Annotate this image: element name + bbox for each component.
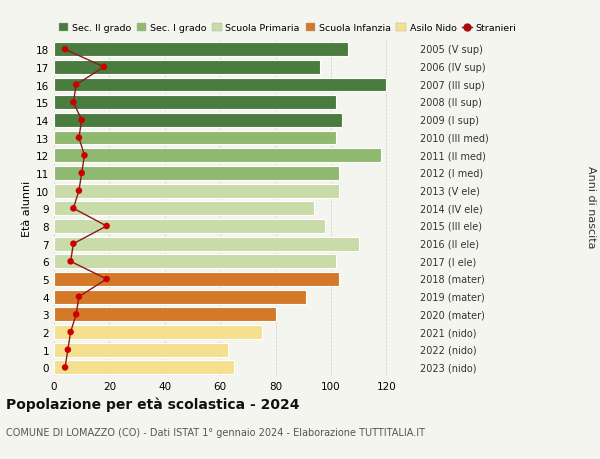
Point [77,170,86,177]
Text: Anni di nascita: Anni di nascita [586,165,596,248]
Text: 2018 (mater): 2018 (mater) [419,274,484,285]
Point [102,223,112,230]
Text: 2013 (V ele): 2013 (V ele) [419,186,479,196]
Text: 2012 (I med): 2012 (I med) [419,168,483,179]
Point [60,364,70,371]
Bar [54,114,342,128]
Point [63,346,73,353]
Point [77,117,86,124]
Text: 2023 (nido): 2023 (nido) [419,363,476,373]
Text: 2010 (III med): 2010 (III med) [419,133,488,143]
Bar [54,361,234,375]
Bar [54,149,381,163]
Bar [54,131,337,145]
Bar [54,325,262,339]
Text: 2006 (IV sup): 2006 (IV sup) [419,63,485,73]
Text: 2005 (V sup): 2005 (V sup) [419,45,482,55]
Point [60,46,70,54]
Point [74,293,84,301]
Bar [54,290,306,304]
Point [66,258,76,265]
Legend: Sec. II grado, Sec. I grado, Scuola Primaria, Scuola Infanzia, Asilo Nido, Stran: Sec. II grado, Sec. I grado, Scuola Prim… [59,24,516,33]
Bar [54,273,339,286]
Text: 2021 (nido): 2021 (nido) [419,327,476,337]
Bar [54,185,339,198]
Point [99,64,109,72]
Bar [54,255,337,269]
Point [71,82,81,89]
Text: 2014 (IV ele): 2014 (IV ele) [419,204,482,214]
Text: 2011 (II med): 2011 (II med) [419,151,485,161]
Text: 2017 (I ele): 2017 (I ele) [419,257,476,267]
Bar [54,96,337,110]
Bar [54,43,347,57]
Point [102,276,112,283]
Point [74,188,84,195]
Bar [54,167,339,180]
Bar [54,219,325,233]
Text: 2008 (II sup): 2008 (II sup) [419,98,482,108]
Point [74,134,84,142]
Bar [54,61,320,75]
Bar [54,343,229,357]
Text: 2019 (mater): 2019 (mater) [419,292,484,302]
Text: 2022 (nido): 2022 (nido) [419,345,476,355]
Bar [54,78,386,92]
Text: Popolazione per età scolastica - 2024: Popolazione per età scolastica - 2024 [6,397,299,412]
Text: 2009 (I sup): 2009 (I sup) [419,116,479,126]
Bar [54,202,314,216]
Text: 2007 (III sup): 2007 (III sup) [419,80,485,90]
Text: 2015 (III ele): 2015 (III ele) [419,222,482,231]
Y-axis label: Età alunni: Età alunni [22,181,32,237]
Bar [54,237,359,251]
Point [68,205,78,213]
Point [68,99,78,106]
Point [71,311,81,319]
Text: 2016 (II ele): 2016 (II ele) [419,239,479,249]
Point [68,241,78,248]
Point [66,329,76,336]
Text: 2020 (mater): 2020 (mater) [419,310,485,319]
Bar [54,308,275,322]
Point [80,152,89,160]
Text: COMUNE DI LOMAZZO (CO) - Dati ISTAT 1° gennaio 2024 - Elaborazione TUTTITALIA.IT: COMUNE DI LOMAZZO (CO) - Dati ISTAT 1° g… [6,427,425,437]
